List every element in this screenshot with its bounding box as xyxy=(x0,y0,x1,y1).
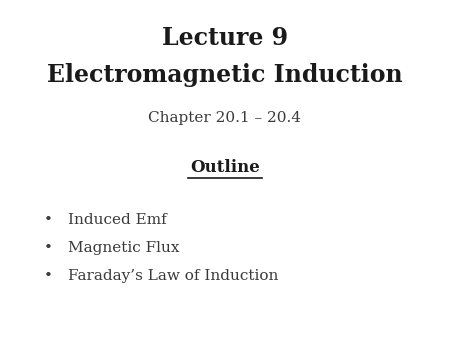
Text: •: • xyxy=(44,269,53,283)
Text: •: • xyxy=(44,241,53,255)
Text: Induced Emf: Induced Emf xyxy=(68,213,167,227)
Text: •: • xyxy=(44,213,53,227)
Text: Chapter 20.1 – 20.4: Chapter 20.1 – 20.4 xyxy=(148,111,302,125)
Text: Electromagnetic Induction: Electromagnetic Induction xyxy=(47,63,403,87)
Text: Magnetic Flux: Magnetic Flux xyxy=(68,241,180,255)
Text: Outline: Outline xyxy=(190,160,260,176)
Text: Faraday’s Law of Induction: Faraday’s Law of Induction xyxy=(68,269,279,283)
Text: Lecture 9: Lecture 9 xyxy=(162,26,288,50)
